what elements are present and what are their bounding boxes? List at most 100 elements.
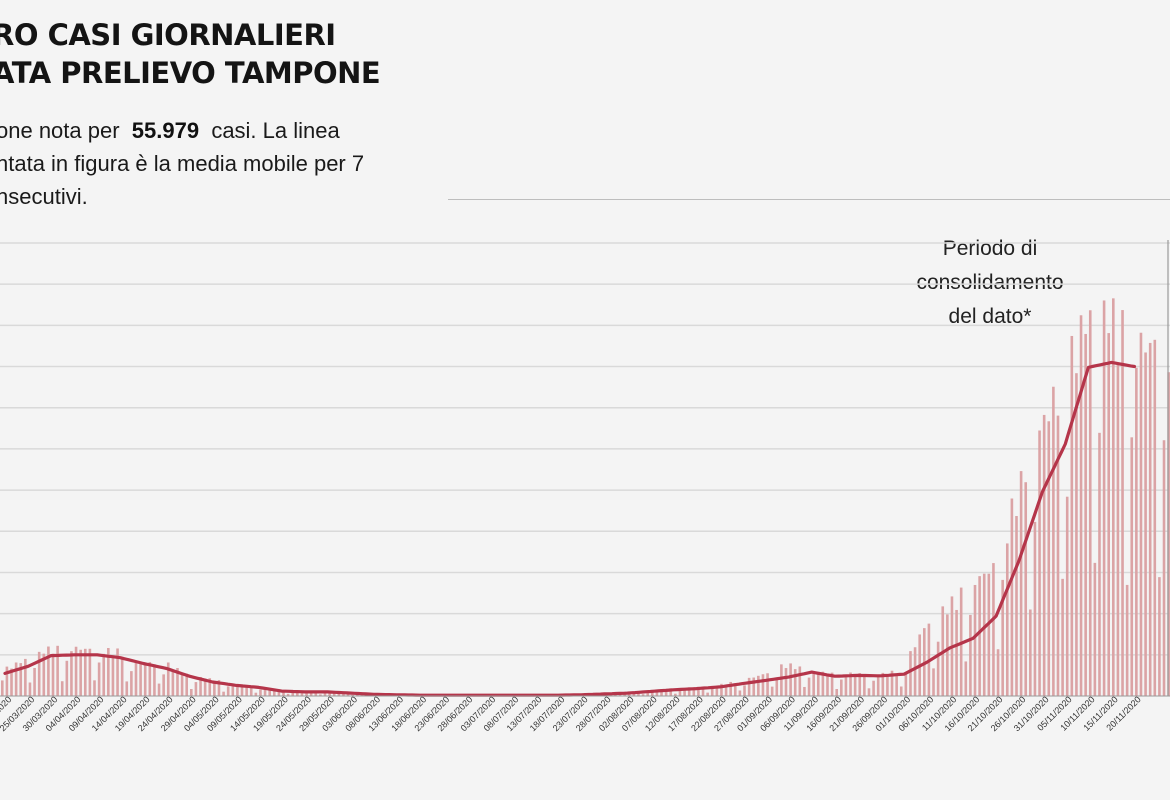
daily-bar: [166, 662, 170, 696]
daily-bar: [784, 668, 788, 696]
daily-bar: [199, 676, 202, 696]
daily-bar: [33, 667, 36, 696]
chart-title-line1: RO CASI GIORNALIERI: [0, 18, 336, 52]
daily-bar: [286, 693, 290, 696]
daily-bar: [1162, 440, 1166, 696]
daily-bar: [807, 677, 811, 696]
chart-subtitle: one nota per 55.979 casi. La linea ntata…: [0, 114, 364, 213]
daily-bar: [1167, 372, 1170, 696]
subtitle-line3: nsecutivi.: [0, 184, 88, 209]
daily-bar: [47, 646, 50, 696]
daily-bar: [134, 660, 138, 696]
daily-bar: [826, 674, 829, 696]
daily-bar: [1, 680, 4, 696]
daily-bar: [1001, 579, 1004, 696]
daily-bar: [798, 666, 802, 696]
daily-bar: [789, 663, 792, 696]
daily-bar: [1070, 335, 1074, 696]
daily-bar: [609, 694, 613, 696]
daily-bar: [226, 686, 230, 696]
daily-bar: [733, 683, 737, 696]
daily-bar: [56, 645, 59, 696]
daily-bar: [83, 648, 87, 696]
subtitle-line1: one nota per 55.979 casi. La linea: [0, 114, 364, 147]
daily-bar: [766, 673, 769, 696]
daily-bar: [180, 673, 184, 696]
daily-bar: [309, 691, 313, 696]
daily-bar: [660, 689, 663, 696]
daily-bar: [148, 662, 152, 696]
daily-bar: [651, 689, 654, 696]
daily-bar: [1112, 298, 1115, 696]
daily-bar: [720, 683, 723, 696]
daily-bar: [724, 684, 728, 696]
daily-bar: [102, 653, 106, 696]
daily-bar: [840, 679, 843, 696]
daily-bar: [1079, 315, 1083, 696]
daily-bar: [60, 681, 64, 696]
daily-bar: [1024, 482, 1028, 696]
annotation-line2: consolidamento: [916, 271, 1064, 294]
daily-bar: [775, 678, 779, 696]
daily-bar: [946, 614, 949, 696]
daily-bar: [213, 681, 216, 696]
chart-title-line2: ATA PRELIEVO TAMPONE: [0, 56, 381, 90]
x-axis-ticks: 20/03/202025/03/202030/03/202004/04/2020…: [0, 694, 1143, 733]
daily-bar: [978, 576, 981, 696]
daily-bar: [1121, 310, 1124, 696]
daily-bar: [729, 681, 732, 696]
daily-bar: [655, 690, 659, 696]
daily-bar: [203, 678, 207, 696]
daily-bar: [139, 664, 142, 696]
chart-gridlines: [0, 242, 1170, 656]
daily-bar: [37, 651, 41, 696]
subtitle-line2: ntata in figura è la media mobile per 7: [0, 151, 365, 176]
daily-bar: [849, 672, 852, 696]
daily-bar: [107, 648, 110, 696]
daily-bar: [641, 694, 645, 696]
daily-bar: [88, 648, 92, 696]
daily-bar: [996, 649, 1000, 696]
daily-bar: [120, 657, 124, 696]
daily-bar: [323, 693, 327, 696]
daily-bar: [1139, 332, 1143, 696]
daily-bar: [816, 671, 820, 696]
daily-bar: [674, 693, 677, 696]
daily-bar: [268, 688, 271, 696]
daily-bar: [291, 692, 295, 696]
daily-bar: [664, 689, 668, 696]
daily-bar: [793, 669, 797, 696]
daily-bar: [162, 674, 165, 696]
daily-bar: [263, 688, 267, 696]
daily-bar: [863, 674, 866, 696]
daily-bar: [973, 584, 977, 696]
daily-bar: [683, 688, 686, 696]
moving-average-line: [3, 360, 1137, 697]
daily-bar: [1061, 578, 1064, 696]
daily-bar: [812, 671, 815, 696]
daily-bar: [1042, 414, 1046, 696]
daily-bar: [51, 653, 55, 696]
daily-bar: [955, 609, 958, 696]
daily-bar: [351, 694, 354, 696]
daily-bar: [904, 674, 908, 696]
daily-bar: [277, 689, 281, 696]
daily-bar: [97, 662, 101, 696]
daily-bar: [867, 688, 871, 696]
daily-bar: [1098, 432, 1101, 696]
daily-bar: [245, 685, 248, 696]
daily-bar: [272, 689, 276, 696]
daily-bar: [259, 689, 262, 696]
daily-bar: [217, 680, 221, 696]
daily-bar: [236, 683, 239, 696]
daily-bar: [770, 686, 774, 696]
daily-bar: [208, 678, 212, 696]
daily-bar: [1038, 430, 1041, 696]
daily-bar: [300, 691, 304, 696]
daily-bar: [254, 692, 258, 696]
daily-bar: [761, 674, 765, 696]
daily-bar: [821, 671, 825, 696]
daily-bar: [111, 656, 115, 696]
daily-bar: [319, 694, 322, 696]
